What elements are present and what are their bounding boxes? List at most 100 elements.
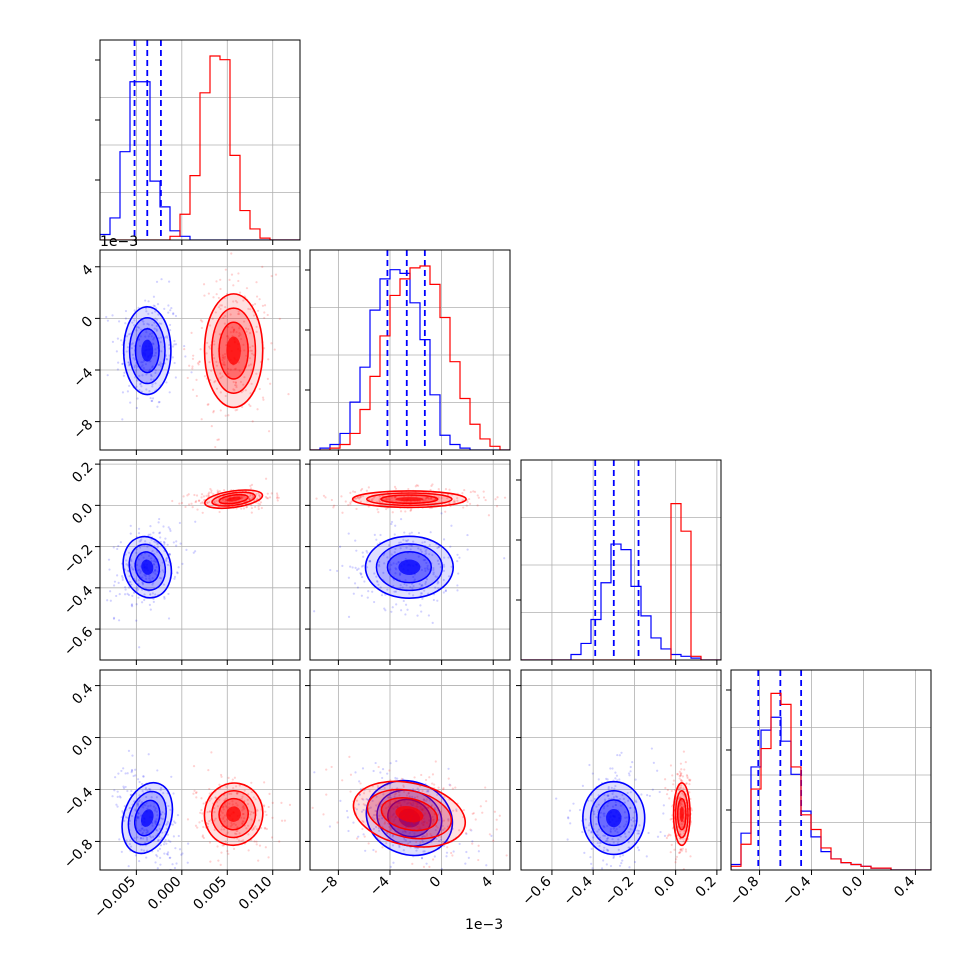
scatter-point	[623, 832, 627, 835]
scatter-point	[240, 496, 243, 499]
scatter-point	[339, 799, 342, 802]
scatter-point	[166, 543, 169, 546]
scatter-point	[433, 783, 436, 786]
scatter-point	[421, 840, 424, 843]
scatter-point	[276, 496, 279, 499]
scatter-point	[155, 324, 158, 327]
scatter-point	[633, 860, 637, 864]
scatter-point	[621, 793, 624, 797]
scatter-point	[430, 496, 433, 500]
y-tick-label: −0.4	[61, 784, 96, 819]
scatter-point	[638, 824, 641, 827]
scatter-point	[390, 610, 393, 613]
scatter-point	[136, 816, 139, 819]
scatter-point	[424, 582, 427, 585]
scatter-point	[153, 354, 157, 357]
scatter-point	[160, 278, 163, 281]
scatter-point	[249, 349, 252, 352]
scatter-point	[452, 809, 455, 812]
scatter-point	[127, 333, 130, 336]
scatter-point	[603, 812, 606, 815]
scatter-point	[207, 769, 210, 772]
scatter-point	[162, 843, 166, 846]
scatter-point	[149, 593, 152, 596]
scatter-point	[224, 394, 227, 398]
scatter-point	[360, 810, 364, 813]
scatter-point	[450, 524, 453, 527]
scatter-point	[268, 496, 272, 499]
x-tick-label: 0.005	[190, 874, 230, 914]
scatter-point	[666, 788, 669, 792]
scatter-point	[245, 506, 248, 509]
scatter-point	[472, 812, 475, 815]
scatter-point	[442, 787, 445, 790]
scatter-point	[357, 803, 360, 806]
scatter-point	[232, 822, 236, 825]
scatter-point	[595, 823, 598, 826]
scatter-point	[255, 330, 258, 334]
scatter-point	[332, 506, 335, 509]
scatter-point	[427, 806, 430, 809]
scatter-point	[368, 559, 372, 563]
scatter-point	[122, 787, 126, 790]
scatter-point	[377, 563, 381, 566]
scatter-point	[123, 819, 126, 822]
scatter-point	[412, 804, 415, 807]
scatter-point	[248, 332, 252, 335]
scatter-point	[245, 827, 248, 830]
scatter-point	[361, 819, 364, 823]
scatter-point	[157, 877, 159, 879]
scatter-point	[140, 801, 144, 804]
scatter-point	[127, 361, 130, 364]
scatter-point	[384, 609, 387, 612]
scatter-point	[669, 818, 672, 821]
scatter-point	[390, 553, 393, 556]
scatter-point	[458, 829, 461, 832]
scatter-point	[152, 304, 155, 307]
scatter-point	[366, 551, 369, 554]
scatter-point	[248, 346, 252, 349]
scatter-point	[442, 578, 445, 582]
scatter-point	[138, 646, 141, 649]
scatter-point	[135, 603, 138, 606]
hist-series-1	[731, 692, 931, 870]
scatter-point	[154, 572, 157, 575]
scatter-point	[166, 833, 170, 836]
scatter-point	[367, 505, 370, 508]
scatter-point	[442, 569, 446, 572]
scatter-point	[135, 548, 138, 551]
scatter-point	[414, 485, 417, 488]
scatter-point	[221, 363, 225, 366]
scatter-point	[170, 306, 173, 310]
scatter-point	[221, 811, 224, 814]
scatter-point	[462, 809, 466, 812]
scatter-point	[156, 849, 160, 852]
scatter-point	[385, 842, 388, 845]
scatter-point	[439, 838, 443, 841]
scatter-point	[387, 796, 390, 799]
scatter-point	[121, 362, 124, 365]
scatter-point	[378, 829, 381, 832]
scatter-point	[375, 575, 378, 578]
scatter-point	[446, 497, 449, 500]
scatter-point	[214, 796, 217, 799]
scatter-point	[152, 338, 155, 341]
scatter-point	[113, 789, 116, 792]
scatter-point	[689, 778, 692, 781]
scatter-point	[215, 360, 218, 363]
scatter-point	[422, 558, 425, 562]
scatter-point	[223, 820, 226, 823]
scatter-point	[425, 821, 429, 824]
scatter-point	[614, 829, 617, 832]
scatter-point	[201, 834, 204, 837]
scatter-point	[254, 798, 257, 801]
scatter-point	[136, 815, 139, 818]
scatter-point	[219, 278, 222, 281]
scatter-point	[157, 838, 160, 842]
scatter-point	[222, 316, 225, 320]
scatter-point	[355, 507, 358, 511]
scatter-point	[476, 494, 479, 497]
scatter-point	[328, 825, 332, 828]
scatter-point	[410, 531, 413, 534]
scatter-point	[467, 856, 470, 859]
